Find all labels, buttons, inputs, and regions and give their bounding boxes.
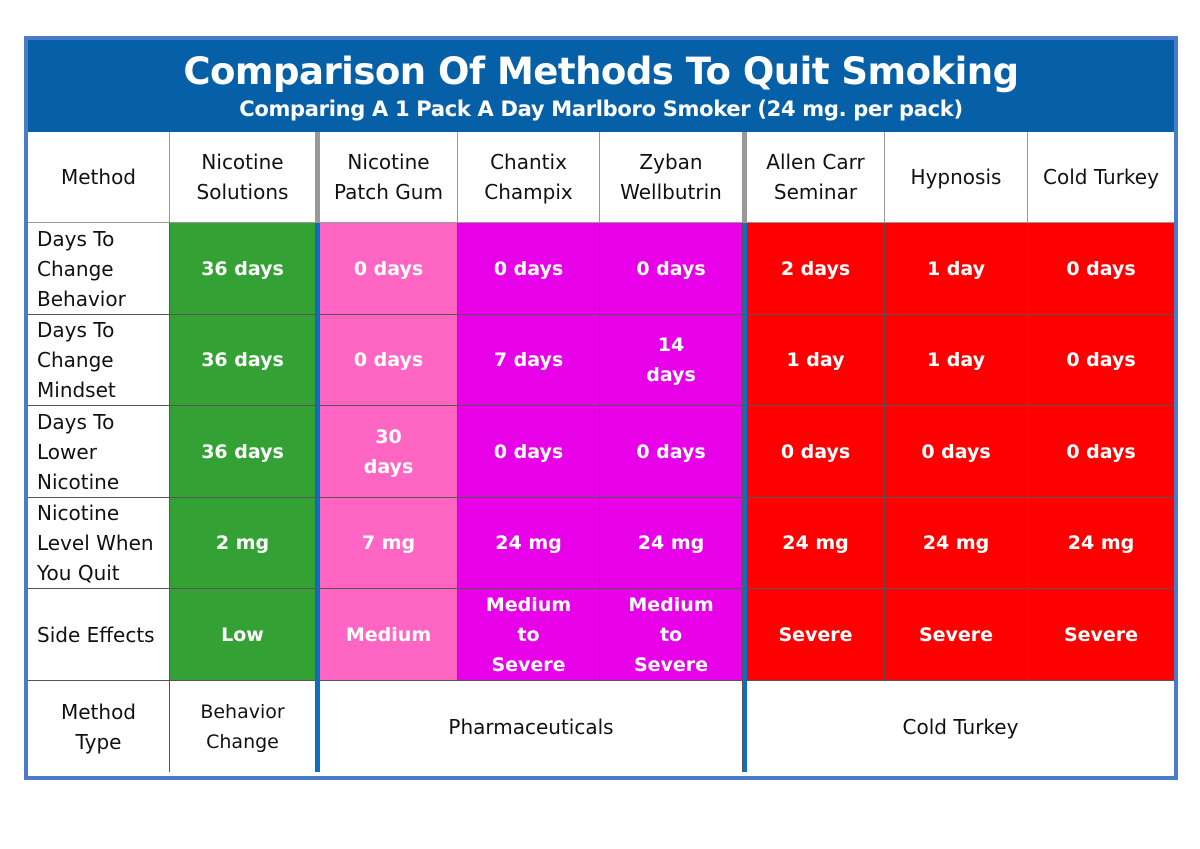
row-label: Days To Change Behavior — [28, 223, 170, 315]
method-type-cold-turkey: Cold Turkey — [743, 681, 1174, 772]
value-cell: 0 days — [1028, 406, 1174, 498]
table-header: Comparison Of Methods To Quit Smoking Co… — [28, 40, 1174, 132]
comparison-grid: Method Nicotine Solutions Nicotine Patch G… — [28, 132, 1174, 772]
page-title: Comparison Of Methods To Quit Smoking — [183, 50, 1019, 93]
value-cell: 0 days — [316, 315, 458, 406]
value-cell: 0 days — [600, 406, 743, 498]
value-cell: 0 days — [458, 406, 600, 498]
value-cell: 0 days — [600, 223, 743, 315]
value-cell: 24 mg — [458, 498, 600, 589]
value-cell: Severe — [1028, 589, 1174, 681]
column-header-method-name: Nicotine Patch Gum — [316, 132, 458, 223]
page-subtitle: Comparing A 1 Pack A Day Marlboro Smoker… — [239, 97, 963, 121]
column-header-method-name: Zyban Wellbutrin — [600, 132, 743, 223]
value-cell: Medium — [316, 589, 458, 681]
value-cell: 24 mg — [885, 498, 1028, 589]
value-cell: 0 days — [316, 223, 458, 315]
value-cell: Severe — [885, 589, 1028, 681]
column-header-method-name: Chantix Champix — [458, 132, 600, 223]
method-type-pharmaceuticals: Pharmaceuticals — [316, 681, 743, 772]
value-cell: 0 days — [458, 223, 600, 315]
comparison-table-frame: Comparison Of Methods To Quit Smoking Co… — [24, 36, 1178, 780]
value-cell: 36 days — [170, 406, 316, 498]
row-label: Nicotine Level When You Quit — [28, 498, 170, 589]
value-cell: 30 days — [316, 406, 458, 498]
column-header-method-name: Hypnosis — [885, 132, 1028, 223]
value-cell: 0 days — [885, 406, 1028, 498]
value-cell: Medium to Severe — [600, 589, 743, 681]
value-cell: 24 mg — [743, 498, 885, 589]
row-label: Days To Lower Nicotine — [28, 406, 170, 498]
value-cell: 24 mg — [600, 498, 743, 589]
value-cell: 7 days — [458, 315, 600, 406]
value-cell: 1 day — [885, 315, 1028, 406]
column-header-method-name: Allen Carr Seminar — [743, 132, 885, 223]
value-cell: Medium to Severe — [458, 589, 600, 681]
value-cell: 1 day — [885, 223, 1028, 315]
column-header-method: Method — [28, 132, 170, 223]
value-cell: Severe — [743, 589, 885, 681]
value-cell: 24 mg — [1028, 498, 1174, 589]
value-cell: Low — [170, 589, 316, 681]
value-cell: 36 days — [170, 223, 316, 315]
column-header-method-name: Cold Turkey — [1028, 132, 1174, 223]
row-label-method-type: Method Type — [28, 681, 170, 772]
column-header-method-name: Nicotine Solutions — [170, 132, 316, 223]
row-label: Side Effects — [28, 589, 170, 681]
value-cell: 0 days — [1028, 315, 1174, 406]
value-cell: 7 mg — [316, 498, 458, 589]
value-cell: 0 days — [743, 406, 885, 498]
value-cell: 1 day — [743, 315, 885, 406]
method-type-behavior-change: Behavior Change — [170, 681, 316, 772]
value-cell: 2 days — [743, 223, 885, 315]
value-cell: 0 days — [1028, 223, 1174, 315]
value-cell: 14 days — [600, 315, 743, 406]
value-cell: 2 mg — [170, 498, 316, 589]
value-cell: 36 days — [170, 315, 316, 406]
row-label: Days To Change Mindset — [28, 315, 170, 406]
